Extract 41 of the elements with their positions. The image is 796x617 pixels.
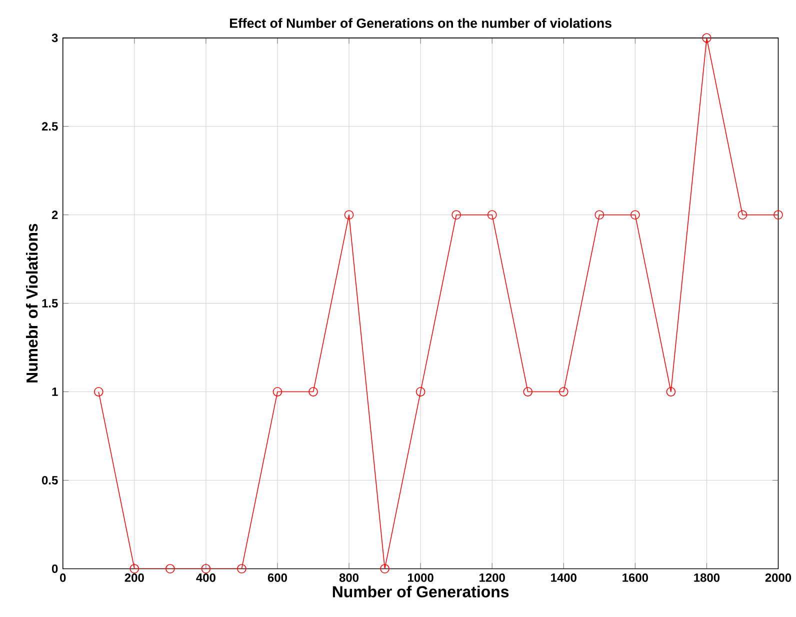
chart-title: Effect of Number of Generations on the number of violations xyxy=(230,18,612,28)
x-tick-label: 600 xyxy=(268,574,287,582)
point xyxy=(523,387,533,397)
y-tick-label: 1 xyxy=(52,388,58,396)
point xyxy=(166,564,175,574)
x-tick-label: 1600 xyxy=(622,574,648,582)
y-tick-label: 3 xyxy=(52,34,58,42)
x-tick-label: 0 xyxy=(60,574,66,582)
point xyxy=(201,564,211,574)
x-tick-label: 400 xyxy=(196,574,216,582)
point xyxy=(452,210,461,220)
point xyxy=(344,210,354,220)
point xyxy=(666,387,676,397)
x-tick-label: 1200 xyxy=(480,574,505,582)
x-tick-label: 2000 xyxy=(765,574,792,582)
y-tick-label: 0 xyxy=(52,564,58,574)
point xyxy=(272,387,282,397)
y-tick-label: 0.5 xyxy=(42,476,58,485)
point xyxy=(416,387,426,397)
point xyxy=(130,564,140,574)
y-axis-title: Numebr of Violations xyxy=(26,224,38,383)
point xyxy=(702,33,712,43)
x-tick-label: 800 xyxy=(339,574,359,582)
x-tick-label: 1400 xyxy=(551,574,576,582)
x-tick-label: 1000 xyxy=(408,574,434,582)
point xyxy=(380,564,390,574)
point xyxy=(94,387,104,397)
point xyxy=(487,210,497,220)
point xyxy=(630,210,640,220)
x-tick-label: 1800 xyxy=(694,574,720,582)
y-tick-label: 1.5 xyxy=(42,299,58,308)
x-axis-title: Number of Generations xyxy=(332,586,509,598)
point xyxy=(308,387,318,397)
y-tick-label: 2.5 xyxy=(42,122,58,131)
point xyxy=(774,210,783,220)
y-tick-label: 2 xyxy=(52,210,58,220)
point xyxy=(594,210,604,220)
point xyxy=(558,387,568,397)
point xyxy=(738,210,748,220)
point xyxy=(237,564,246,574)
x-tick-label: 200 xyxy=(124,574,144,582)
